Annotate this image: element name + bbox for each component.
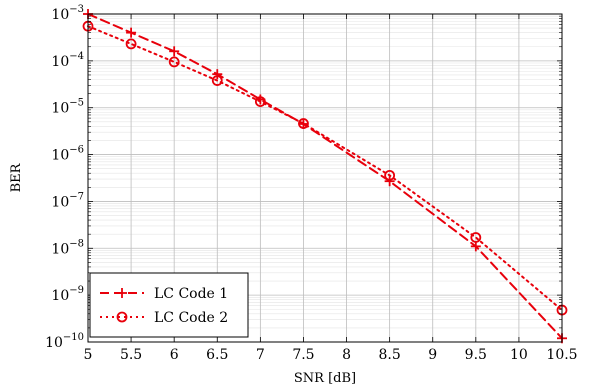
series-line-2 (87, 25, 563, 312)
x-tick-label: 6.5 (206, 347, 228, 363)
y-tick-label: 10−7 (51, 191, 84, 210)
x-tick-label: 8.5 (379, 347, 401, 363)
y-tick-label: 10−10 (45, 332, 84, 351)
circle-marker (211, 75, 223, 86)
series-layer (82, 9, 568, 344)
plus-marker (117, 288, 127, 298)
x-tick-label: 5 (84, 347, 93, 363)
plus-marker (212, 69, 223, 80)
series-line-1 (87, 13, 563, 340)
plot-frame (87, 13, 563, 343)
x-tick-label: 9 (428, 347, 437, 363)
legend: LC Code 1 LC Code 2 (89, 272, 249, 338)
circle-marker (384, 169, 396, 181)
plus-marker (384, 176, 395, 187)
circle-marker (470, 232, 482, 243)
y-tick-label: 10−9 (51, 285, 84, 304)
legend-label-1: LC Code 1 (154, 286, 228, 302)
legend-box (89, 272, 249, 338)
x-axis-label: SNR [dB] (294, 371, 356, 386)
x-tick-label: 10 (510, 347, 528, 363)
y-tick-labels: 10−10 10−9 10−8 10−7 10−6 10−5 10−4 10−3 (45, 4, 84, 351)
y-tick-label: 10−6 (51, 145, 84, 164)
x-tick-label: 7.5 (292, 347, 314, 363)
plus-marker (169, 46, 180, 57)
circle-marker (298, 118, 309, 129)
y-tick-label: 10−4 (51, 51, 84, 70)
x-tick-label: 9.5 (465, 347, 487, 363)
y-axis-label: BER (9, 162, 24, 192)
plus-marker (126, 27, 137, 38)
plus-marker (470, 241, 481, 252)
y-tick-label: 10−5 (51, 98, 84, 117)
circle-marker (116, 311, 128, 323)
x-tick-label: 10.5 (546, 347, 577, 363)
circle-marker (254, 96, 266, 108)
x-tick-label: 6 (170, 347, 179, 363)
legend-label-2: LC Code 2 (154, 310, 228, 326)
circle-marker (125, 38, 137, 50)
x-tick-labels: 5 5.5 6 6.5 7 7.5 8 8.5 9 9.5 10 10.5 (84, 347, 578, 363)
x-tick-label: 7 (256, 347, 265, 363)
y-tick-label: 10−8 (51, 238, 84, 257)
x-tick-label: 5.5 (120, 347, 142, 363)
x-tick-label: 8 (342, 347, 351, 363)
circle-marker (168, 56, 180, 68)
y-tick-label: 10−3 (51, 4, 84, 23)
